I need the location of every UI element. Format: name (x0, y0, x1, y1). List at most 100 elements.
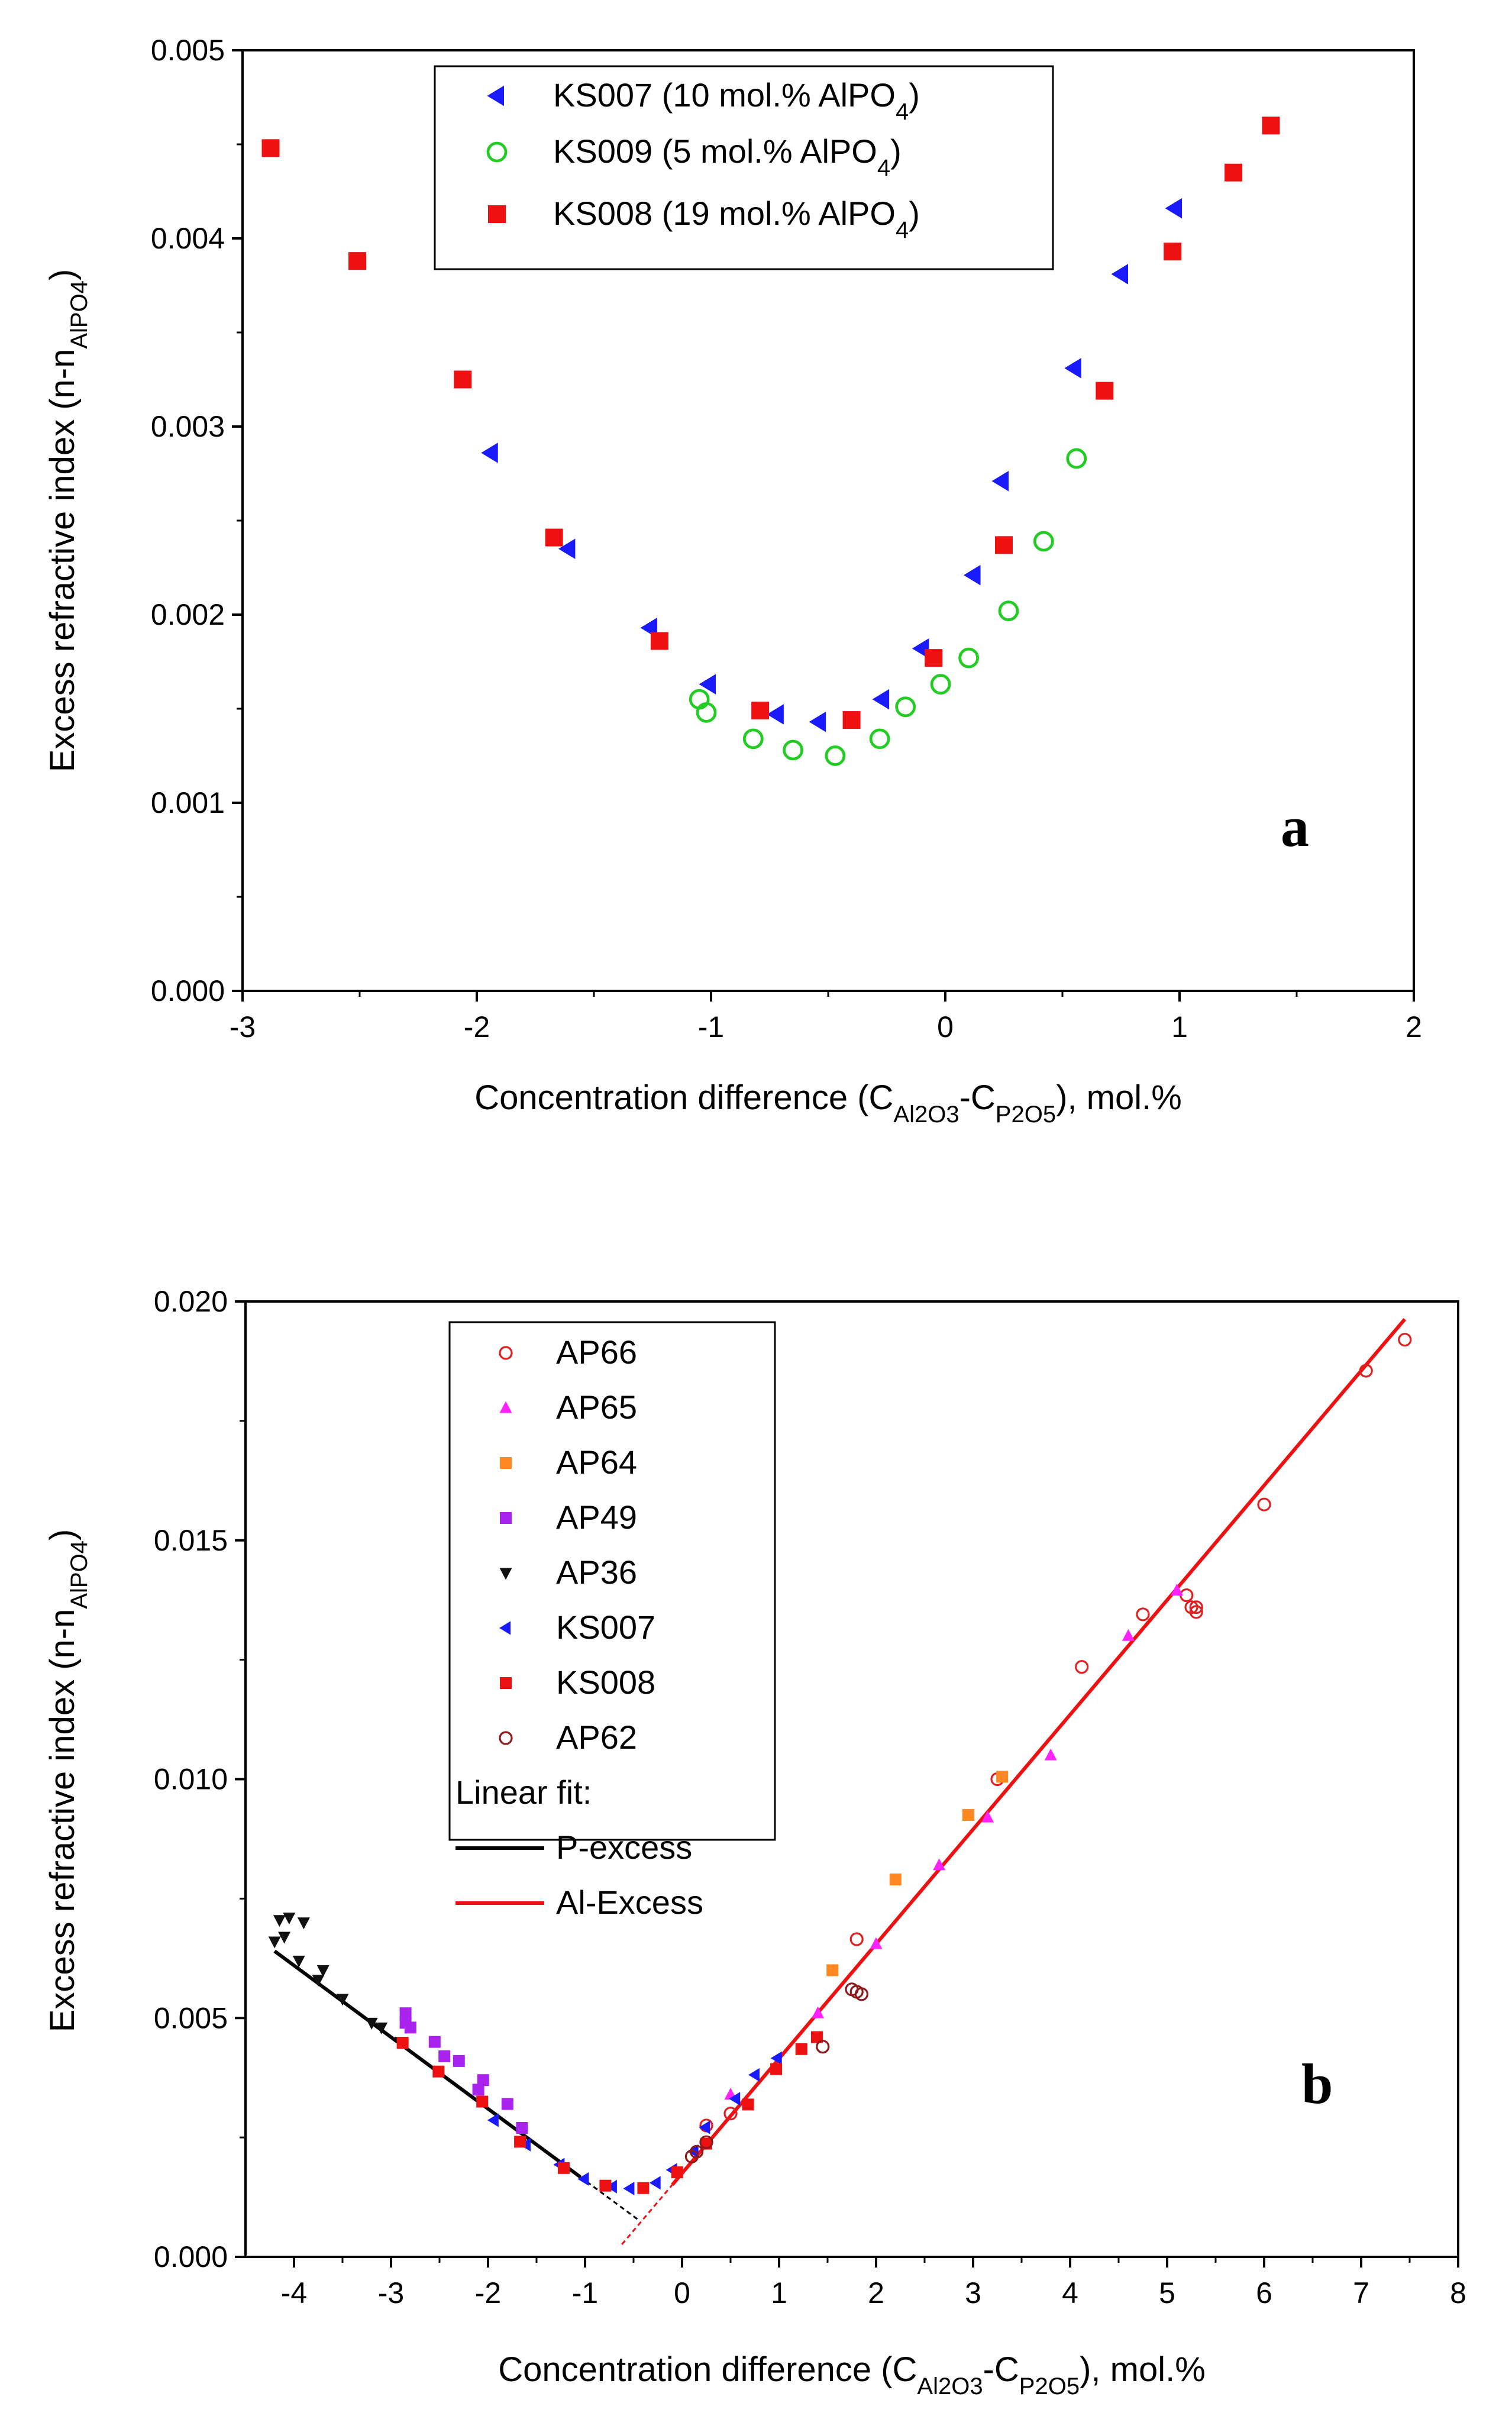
data-point-ap36 (292, 1955, 305, 1968)
data-point-ks008 (637, 2182, 650, 2194)
legend-marker-ks007 (499, 1621, 511, 1635)
data-point-ap66 (1189, 1605, 1203, 1619)
data-point-ap36 (365, 2017, 378, 2030)
y-tick-label: 0.010 (154, 1763, 228, 1796)
data-point-ap36 (316, 1965, 329, 1977)
data-point-ap65 (812, 2006, 825, 2018)
panel-letter-b: b (1301, 2052, 1333, 2115)
x-tick-label: -4 (281, 2276, 307, 2310)
data-point-ks007 (487, 2113, 499, 2127)
data-point-ks007 (964, 564, 981, 586)
legend-marker-ap62 (499, 1731, 513, 1745)
data-point-ks007 (699, 674, 716, 695)
y-tick-label: 0.005 (154, 2001, 228, 2034)
legend-label-ap66: AP66 (556, 1333, 637, 1371)
y-tick-label: 0.005 (151, 34, 225, 67)
data-point-ap65 (1170, 1584, 1183, 1596)
data-point-ks007 (1064, 358, 1081, 379)
data-point-ks008 (1262, 117, 1280, 135)
data-point-ap62 (699, 2135, 713, 2149)
data-point-ap49 (516, 2121, 528, 2134)
data-point-ap36 (375, 2022, 388, 2034)
data-point-ap65 (1122, 1629, 1135, 1641)
x-tick-label: -1 (698, 1010, 724, 1044)
data-point-ks008 (751, 702, 770, 720)
data-point-ap64 (962, 1809, 974, 1821)
x-tick-label: -3 (230, 1010, 256, 1044)
data-point-ap65 (981, 1810, 994, 1823)
x-tick-label: 8 (1450, 2276, 1466, 2310)
data-point-ap36 (278, 1931, 291, 1944)
legend-label-ap49: AP49 (556, 1498, 637, 1536)
data-point-ap66 (1136, 1607, 1150, 1622)
x-tick-label: 6 (1256, 2276, 1272, 2310)
x-tick-label: -1 (572, 2276, 598, 2310)
legend-marker-ap64 (500, 1457, 512, 1469)
y-tick-label: 0.000 (154, 2240, 228, 2273)
data-point-ap66 (723, 2107, 738, 2121)
y-tick-label: 0.015 (154, 1524, 228, 1557)
legend-marker-ks008 (488, 205, 506, 223)
legend-marker-ap65 (499, 1401, 512, 1413)
legend-label-ap65: AP65 (556, 1388, 637, 1426)
legend-marker-ap66 (499, 1346, 513, 1360)
y-tick-label: 0.001 (151, 786, 225, 819)
data-point-ks009 (1033, 531, 1054, 552)
legend-label-ap36: AP36 (556, 1553, 637, 1591)
data-point-ap66 (849, 1932, 864, 1946)
data-point-ap49 (428, 2036, 441, 2048)
data-point-ap49 (453, 2055, 465, 2067)
data-point-ks007 (991, 470, 1009, 492)
x-tick-label: 2 (868, 2276, 884, 2310)
legend-label-ap64: AP64 (556, 1443, 637, 1481)
y-tick-label: 0.020 (154, 1285, 228, 1318)
data-point-ks007 (809, 712, 826, 732)
data-point-ks007 (748, 2068, 760, 2082)
data-point-ks007 (1111, 264, 1128, 285)
data-point-ks008 (650, 632, 668, 650)
data-point-ks008 (1225, 163, 1243, 182)
panel-letter-a: a (1281, 795, 1309, 858)
data-point-ks007 (481, 442, 498, 463)
data-point-ks007 (649, 2176, 661, 2190)
data-point-ks007 (558, 538, 576, 559)
data-point-ap62 (849, 1985, 864, 1999)
data-point-ks009 (742, 728, 764, 750)
y-tick-label: 0.003 (151, 410, 225, 443)
data-point-ks008 (842, 711, 861, 729)
data-point-ap36 (273, 1915, 286, 1927)
data-point-ap36 (268, 1936, 281, 1949)
x-tick-label: -2 (475, 2276, 501, 2310)
data-point-ks008 (795, 2043, 807, 2055)
legend-fit-label-al-excess: Al-Excess (556, 1884, 703, 1921)
data-point-ks008 (671, 2166, 683, 2179)
legend-label-ap62: AP62 (556, 1719, 637, 1756)
fit-line-p-excess (273, 1949, 581, 2179)
data-point-ap36 (283, 1913, 296, 1925)
data-point-ks008 (925, 649, 943, 667)
data-point-ks007 (729, 2092, 741, 2106)
legend-fit-label-p-excess: P-excess (556, 1829, 692, 1866)
data-point-ks008 (1096, 382, 1114, 400)
y-axis-title-a: Excess refractive index (n-nAlPO4) (43, 269, 92, 773)
x-tick-label: 0 (674, 2276, 690, 2310)
data-point-ks009 (825, 745, 846, 766)
data-point-ks007 (623, 2182, 635, 2196)
data-point-ks008 (454, 370, 472, 389)
legend-label-ks008: KS008 (556, 1664, 655, 1701)
legend-label-ks007: KS007 (10 mol.% AlPO4) (553, 76, 920, 125)
x-tick-label: 0 (937, 1010, 954, 1044)
legend-marker-ks008 (500, 1677, 512, 1689)
data-point-ap66 (1398, 1333, 1412, 1347)
data-point-ks007 (872, 689, 890, 710)
data-point-ks008 (557, 2162, 570, 2174)
plot-frame-b (244, 1300, 1459, 2258)
data-point-ap49 (472, 2084, 484, 2096)
data-point-ap62 (689, 2144, 704, 2159)
data-point-ap64 (826, 1964, 839, 1976)
data-point-ks008 (396, 2037, 409, 2049)
data-point-ks007 (770, 2051, 782, 2065)
legend-marker-ap36 (499, 1568, 512, 1580)
data-point-ap36 (312, 1975, 325, 1987)
data-point-ks009 (1066, 448, 1087, 469)
